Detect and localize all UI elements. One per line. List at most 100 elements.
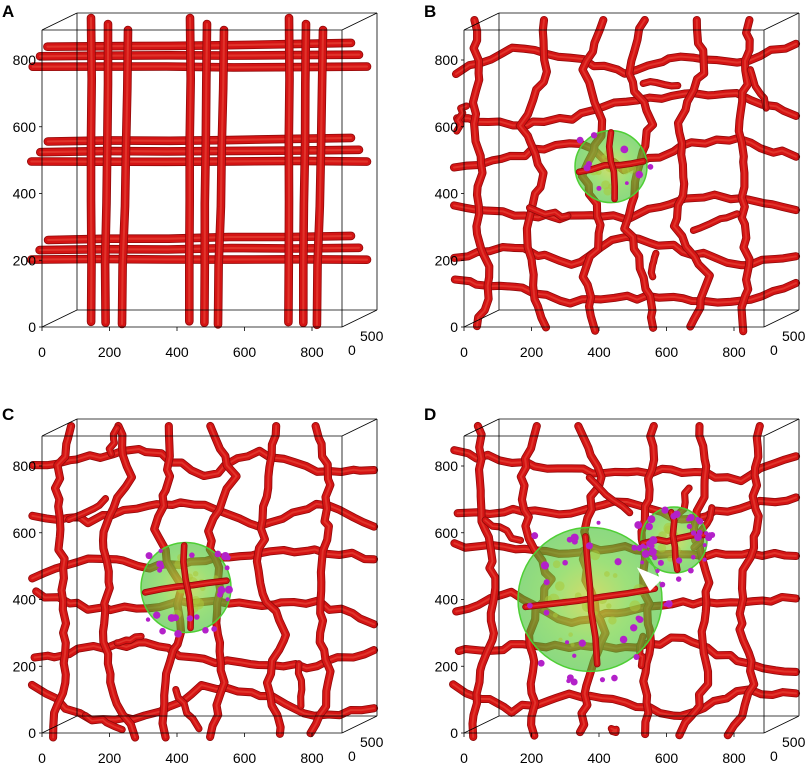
y-tick-label: 0: [28, 725, 36, 741]
z-tick-label: 500: [782, 734, 806, 750]
vessel-highlight: [287, 16, 291, 324]
cell-cluster: [647, 515, 656, 524]
cell-cluster: [655, 568, 660, 574]
z-tick-label: 0: [348, 342, 356, 358]
vessel-highlight: [31, 65, 369, 69]
vessel-highlight: [174, 688, 200, 730]
cell-cluster: [611, 674, 618, 682]
panel-letter: C: [2, 405, 14, 424]
tumor-texture: [603, 187, 612, 196]
cell-cluster: [145, 617, 151, 622]
vessel-highlight: [678, 425, 711, 737]
z-tick-label: 500: [782, 328, 806, 344]
box-edge: [41, 309, 78, 328]
cell-cluster: [686, 517, 691, 522]
z-tick-label: 500: [360, 328, 384, 344]
axis-labels: 0 200 400 600 800 0 200 400 600 800 0 50…: [435, 52, 806, 360]
cell-cluster: [564, 640, 570, 645]
vessel-highlight: [726, 425, 761, 737]
box-edge: [763, 12, 800, 31]
z-tick-label: 500: [360, 734, 384, 750]
y-tick-label: 200: [13, 252, 37, 268]
cell-cluster: [675, 557, 683, 564]
cell-cluster: [570, 533, 579, 542]
cell-cluster: [634, 521, 643, 529]
cell-cluster: [224, 565, 230, 571]
vessel-network: [449, 421, 801, 741]
panel-a: A 0 200 400 600 800 0 200 400 600 800 0 …: [2, 2, 384, 360]
cell-cluster: [540, 561, 550, 570]
vessel-highlight: [692, 212, 738, 232]
cell-cluster: [585, 542, 593, 550]
tumor-texture: [192, 570, 199, 577]
cell-cluster: [690, 554, 696, 560]
cell-cluster: [635, 170, 644, 179]
tumor-texture: [629, 600, 641, 612]
vessel-highlight: [203, 22, 209, 324]
x-tick-label: 400: [587, 344, 611, 360]
vessel-network: [449, 15, 801, 336]
x-tick-label: 400: [587, 750, 611, 766]
cell-cluster: [186, 615, 194, 622]
tumor-texture: [552, 560, 561, 569]
y-tick-label: 800: [435, 52, 459, 68]
box-edge: [341, 715, 378, 734]
panel-c: C 0 200 400 600 800 0 200 400 600 800 0 …: [2, 405, 384, 766]
box-edge: [763, 418, 800, 437]
x-tick-label: 200: [520, 344, 544, 360]
cell-cluster: [670, 513, 677, 520]
vessel-highlight: [302, 22, 308, 324]
cell-cluster: [665, 600, 673, 608]
cell-cluster: [527, 602, 533, 609]
cell-cluster: [596, 520, 601, 525]
vessel-highlight: [297, 662, 303, 707]
cell-cluster: [145, 552, 153, 560]
cell-cluster: [159, 627, 166, 635]
vessel-highlight: [456, 92, 797, 127]
vessel-highlight: [32, 448, 375, 477]
tumor-texture: [608, 616, 617, 625]
vessel-highlight: [52, 425, 73, 739]
y-tick-label: 200: [435, 252, 459, 268]
x-tick-label: 400: [165, 344, 189, 360]
box-edge: [463, 418, 500, 437]
vessel-highlight: [84, 714, 124, 731]
cell-cluster: [537, 659, 545, 667]
x-tick-label: 0: [460, 750, 468, 766]
z-tick-label: 0: [348, 748, 356, 764]
tumor-overlay: [517, 506, 716, 686]
tumor-texture: [554, 581, 565, 591]
cell-cluster: [572, 653, 577, 658]
cell-cluster: [156, 560, 164, 568]
axis-labels: 0 200 400 600 800 0 200 400 600 800 0 50…: [13, 52, 384, 360]
vessel-highlight: [456, 496, 797, 521]
cell-cluster: [202, 626, 209, 634]
vessel-highlight: [528, 206, 569, 218]
cell-cluster: [543, 609, 550, 616]
y-tick-label: 400: [435, 592, 459, 608]
cell-cluster: [157, 567, 163, 573]
tumor-texture: [667, 555, 674, 562]
cell-cluster: [687, 567, 694, 574]
x-tick-label: 0: [460, 344, 468, 360]
panel-letter: B: [424, 2, 436, 21]
cell-cluster: [619, 635, 628, 644]
panel-letter: A: [2, 2, 14, 21]
tumor-texture: [552, 612, 558, 618]
vessel-highlight: [484, 519, 522, 542]
cell-cluster: [590, 132, 598, 139]
x-tick-label: 200: [98, 344, 122, 360]
box-edge: [463, 12, 500, 31]
cell-cluster: [189, 552, 195, 558]
cell-cluster: [576, 136, 584, 144]
cell-cluster: [174, 630, 182, 638]
vessel-segment: [253, 422, 290, 738]
y-tick-label: 400: [13, 592, 37, 608]
vessel-highlight: [455, 42, 797, 75]
tumor-overlay: [574, 129, 654, 204]
y-tick-label: 0: [28, 319, 36, 335]
cell-cluster: [225, 585, 233, 594]
cell-cluster: [599, 677, 606, 683]
tumor-texture: [601, 154, 606, 159]
cell-cluster: [167, 614, 176, 622]
